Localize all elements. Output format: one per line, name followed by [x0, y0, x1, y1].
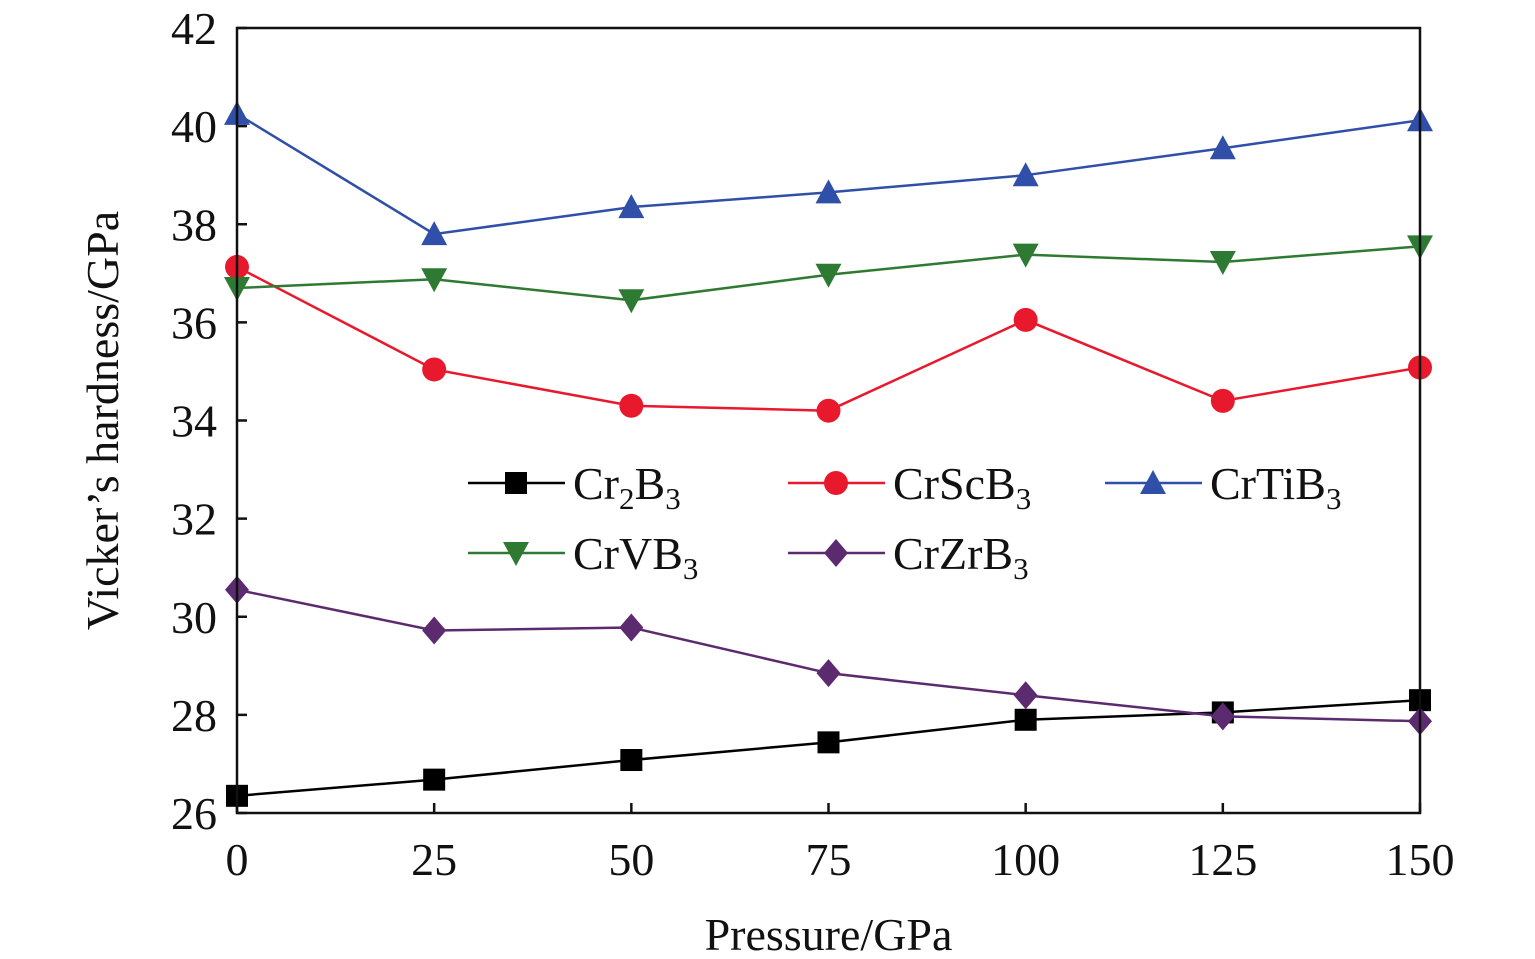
axis-ticks [235, 26, 1422, 815]
data-point-crzrb3 [816, 659, 841, 688]
data-point-cr2b3 [423, 768, 446, 791]
data-point-crzrb3 [1210, 702, 1235, 731]
data-point-crvb3 [618, 289, 645, 314]
legend-label-cr2b3: Cr2B3 [573, 458, 681, 516]
y-tick-label: 26 [171, 788, 217, 839]
tick-labels: 0 25 50 75 100 125 150 26 28 30 32 34 36 38 40 42 [171, 3, 1455, 885]
data-point-crzrb3 [422, 616, 447, 645]
series-line-crtib3 [236, 112, 1421, 236]
y-tick-label: 32 [171, 494, 217, 545]
y-tick-label: 34 [171, 396, 217, 447]
plot-frame [235, 26, 1422, 815]
y-tick-label: 28 [171, 690, 217, 741]
x-axis-title: Pressure/GPa [705, 909, 953, 959]
data-point-crtib3 [421, 221, 448, 246]
data-point-crscb3 [1210, 388, 1235, 413]
series-lines [236, 112, 1421, 798]
legend-item-cr2b3: Cr2B3 [468, 458, 681, 516]
legend-marker-crzrb3 [824, 539, 848, 567]
legend: Cr2B3 CrScB3 CrTiB3 CrVB3 CrZrB3 [468, 458, 1341, 586]
data-point-crzrb3 [619, 613, 644, 642]
x-tick-label: 0 [226, 834, 249, 885]
y-tick-label: 40 [171, 101, 217, 152]
data-point-crtib3 [815, 179, 842, 204]
legend-item-crvb3: CrVB3 [468, 528, 698, 586]
legend-marker-crtib3 [1140, 470, 1166, 494]
x-tick-label: 150 [1386, 834, 1455, 885]
data-point-crvb3 [1209, 251, 1236, 276]
y-tick-label: 36 [171, 297, 217, 348]
data-point-cr2b3 [817, 731, 840, 754]
legend-item-crzrb3: CrZrB3 [788, 528, 1029, 586]
legend-item-crtib3: CrTiB3 [1105, 458, 1341, 516]
data-point-crtib3 [618, 194, 645, 219]
data-point-crvb3 [1012, 243, 1039, 268]
series-markers [224, 100, 1433, 807]
x-tick-label: 75 [806, 834, 852, 885]
data-point-crvb3 [421, 268, 448, 293]
data-point-crscb3 [816, 398, 841, 423]
legend-label-crtib3: CrTiB3 [1210, 458, 1341, 516]
data-point-crscb3 [1013, 307, 1038, 332]
data-point-crscb3 [422, 357, 447, 382]
series-line-crzrb3 [236, 588, 1421, 723]
legend-item-crscb3: CrScB3 [788, 458, 1031, 516]
legend-label-crzrb3: CrZrB3 [893, 528, 1029, 586]
data-point-cr2b3 [1014, 708, 1037, 731]
y-tick-label: 38 [171, 199, 217, 250]
data-point-cr2b3 [620, 749, 643, 772]
legend-label-crvb3: CrVB3 [573, 528, 698, 586]
x-tick-label: 25 [411, 834, 457, 885]
legend-marker-cr2b3 [505, 472, 527, 494]
legend-marker-crvb3 [503, 542, 529, 566]
x-tick-label: 50 [608, 834, 654, 885]
y-tick-label: 30 [171, 592, 217, 643]
data-point-crtib3 [1012, 162, 1039, 187]
legend-label-crscb3: CrScB3 [893, 458, 1031, 516]
y-tick-label: 42 [171, 3, 217, 54]
data-point-crzrb3 [1013, 681, 1038, 710]
series-line-crscb3 [236, 265, 1421, 412]
y-axis-title: Vicker’s hardness/GPa [77, 211, 128, 630]
x-tick-label: 100 [991, 834, 1060, 885]
data-point-crvb3 [815, 263, 842, 288]
x-tick-label: 125 [1188, 834, 1257, 885]
data-point-crscb3 [619, 393, 644, 418]
data-point-crtib3 [1209, 135, 1236, 160]
legend-marker-crscb3 [824, 471, 848, 495]
